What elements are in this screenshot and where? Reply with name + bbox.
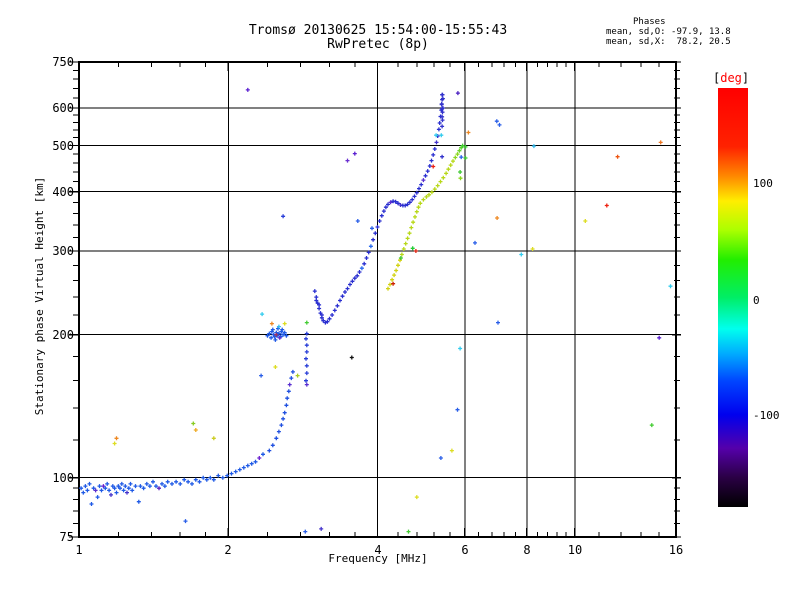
- phases-x-line: mean, sd,X: 78.2, 20.5: [606, 37, 731, 47]
- colorbar-unit-text: deg: [720, 71, 742, 85]
- y-tick-label: 300: [52, 244, 74, 258]
- y-tick-label: 600: [52, 101, 74, 115]
- phases-header: Phases: [633, 17, 666, 27]
- y-tick-label: 100: [52, 471, 74, 485]
- colorbar-tick-label: 0: [753, 294, 760, 307]
- colorbar-tick-label: 100: [753, 177, 773, 190]
- y-tick-label: 400: [52, 185, 74, 199]
- x-tick-label: 2: [224, 543, 232, 557]
- x-axis-label: Frequency [MHz]: [328, 552, 428, 565]
- colorbar-tick-label: -100: [753, 409, 780, 422]
- colorbar-bracket-close: ]: [741, 71, 750, 85]
- y-tick-label: 75: [59, 530, 74, 544]
- y-tick-label: 500: [52, 139, 74, 153]
- x-tick-label: 1: [75, 543, 83, 557]
- colorbar-unit-label: [deg]: [713, 71, 749, 85]
- x-tick-label: 6: [461, 543, 469, 557]
- plot-subtitle: RwPretec (8p): [327, 37, 429, 52]
- x-tick-label: 16: [668, 543, 684, 557]
- x-tick-label: 10: [567, 543, 583, 557]
- y-tick-label: 200: [52, 328, 74, 342]
- colorbar-bracket-open: [: [713, 71, 721, 85]
- x-tick-label: 4: [374, 543, 382, 557]
- phases-summary: Phases mean, sd,O: -97.9, 13.8 mean, sd,X:…: [606, 17, 786, 47]
- x-tick-label: 8: [523, 543, 531, 557]
- plot-title: Tromsø 20130625 15:54:00-15:55:43: [248, 23, 508, 38]
- y-tick-label: 750: [52, 55, 74, 69]
- colorbar-gradient: [718, 88, 748, 507]
- phases-o-line: mean, sd,O: -97.9, 13.8: [606, 27, 731, 37]
